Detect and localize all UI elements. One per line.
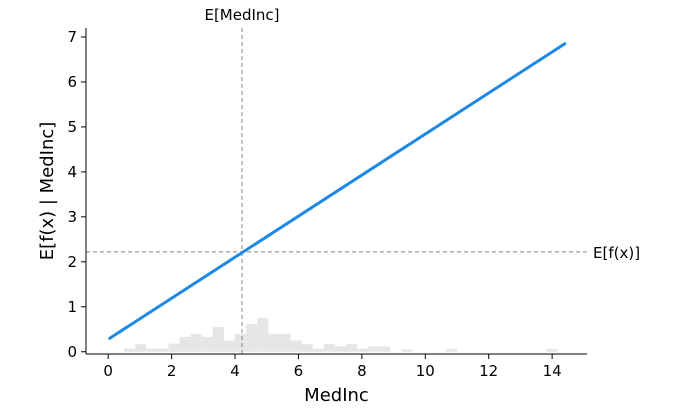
y-tick-label: 7 [67, 28, 77, 46]
x-tick-label: 8 [357, 362, 367, 380]
y-tick-label: 1 [67, 298, 77, 316]
histogram-bar [301, 344, 313, 352]
histogram [124, 318, 557, 352]
histogram-bar [257, 318, 269, 352]
histogram-bar [334, 346, 347, 352]
histogram-bar [135, 344, 147, 352]
histogram-bar [146, 348, 158, 352]
histogram-bar [323, 344, 335, 352]
x-tick-label: 0 [103, 362, 113, 380]
x-tick-label: 10 [416, 362, 435, 380]
y-tick-label: 6 [67, 73, 77, 91]
histogram-bar [179, 336, 191, 352]
histogram-bar [368, 346, 380, 352]
y-tick-label: 3 [67, 208, 77, 226]
y-axis-title: E[f(x) | MedInc] [37, 122, 58, 261]
histogram-bar [346, 344, 358, 352]
histogram-bar [201, 336, 213, 352]
histogram-bar [279, 333, 291, 352]
dependence-line [108, 42, 567, 340]
histogram-bar [268, 333, 280, 352]
histogram-bar [190, 333, 202, 352]
histogram-bar [290, 340, 302, 352]
x-tick-label: 12 [479, 362, 498, 380]
axes [81, 28, 587, 359]
histogram-bar [312, 348, 324, 352]
histogram-bar [545, 349, 557, 352]
histogram-bar [379, 346, 391, 352]
histogram-bar [124, 348, 136, 352]
y-tick-label: 2 [67, 253, 77, 271]
histogram-bar [246, 323, 258, 352]
expected-value-label: E[f(x)] [593, 244, 640, 262]
histogram-bar [223, 340, 236, 352]
expected-feature-label: E[MedInc] [204, 6, 279, 24]
histogram-bar [212, 327, 224, 352]
reference-lines [86, 28, 587, 354]
series-lines [108, 42, 567, 340]
y-tick-label: 5 [67, 118, 77, 136]
x-axis-title: MedInc [304, 385, 369, 406]
histogram-bar [235, 333, 247, 352]
x-tick-label: 4 [230, 362, 240, 380]
y-tick-label: 4 [67, 163, 77, 181]
histogram-bar [168, 343, 180, 352]
x-tick-label: 14 [543, 362, 562, 380]
histogram-bar [357, 348, 369, 352]
x-tick-label: 6 [294, 362, 304, 380]
histogram-bar [157, 348, 169, 352]
histogram-bar [401, 349, 413, 352]
histogram-bar [445, 349, 457, 352]
y-tick-label: 0 [67, 343, 77, 361]
x-tick-label: 2 [167, 362, 177, 380]
